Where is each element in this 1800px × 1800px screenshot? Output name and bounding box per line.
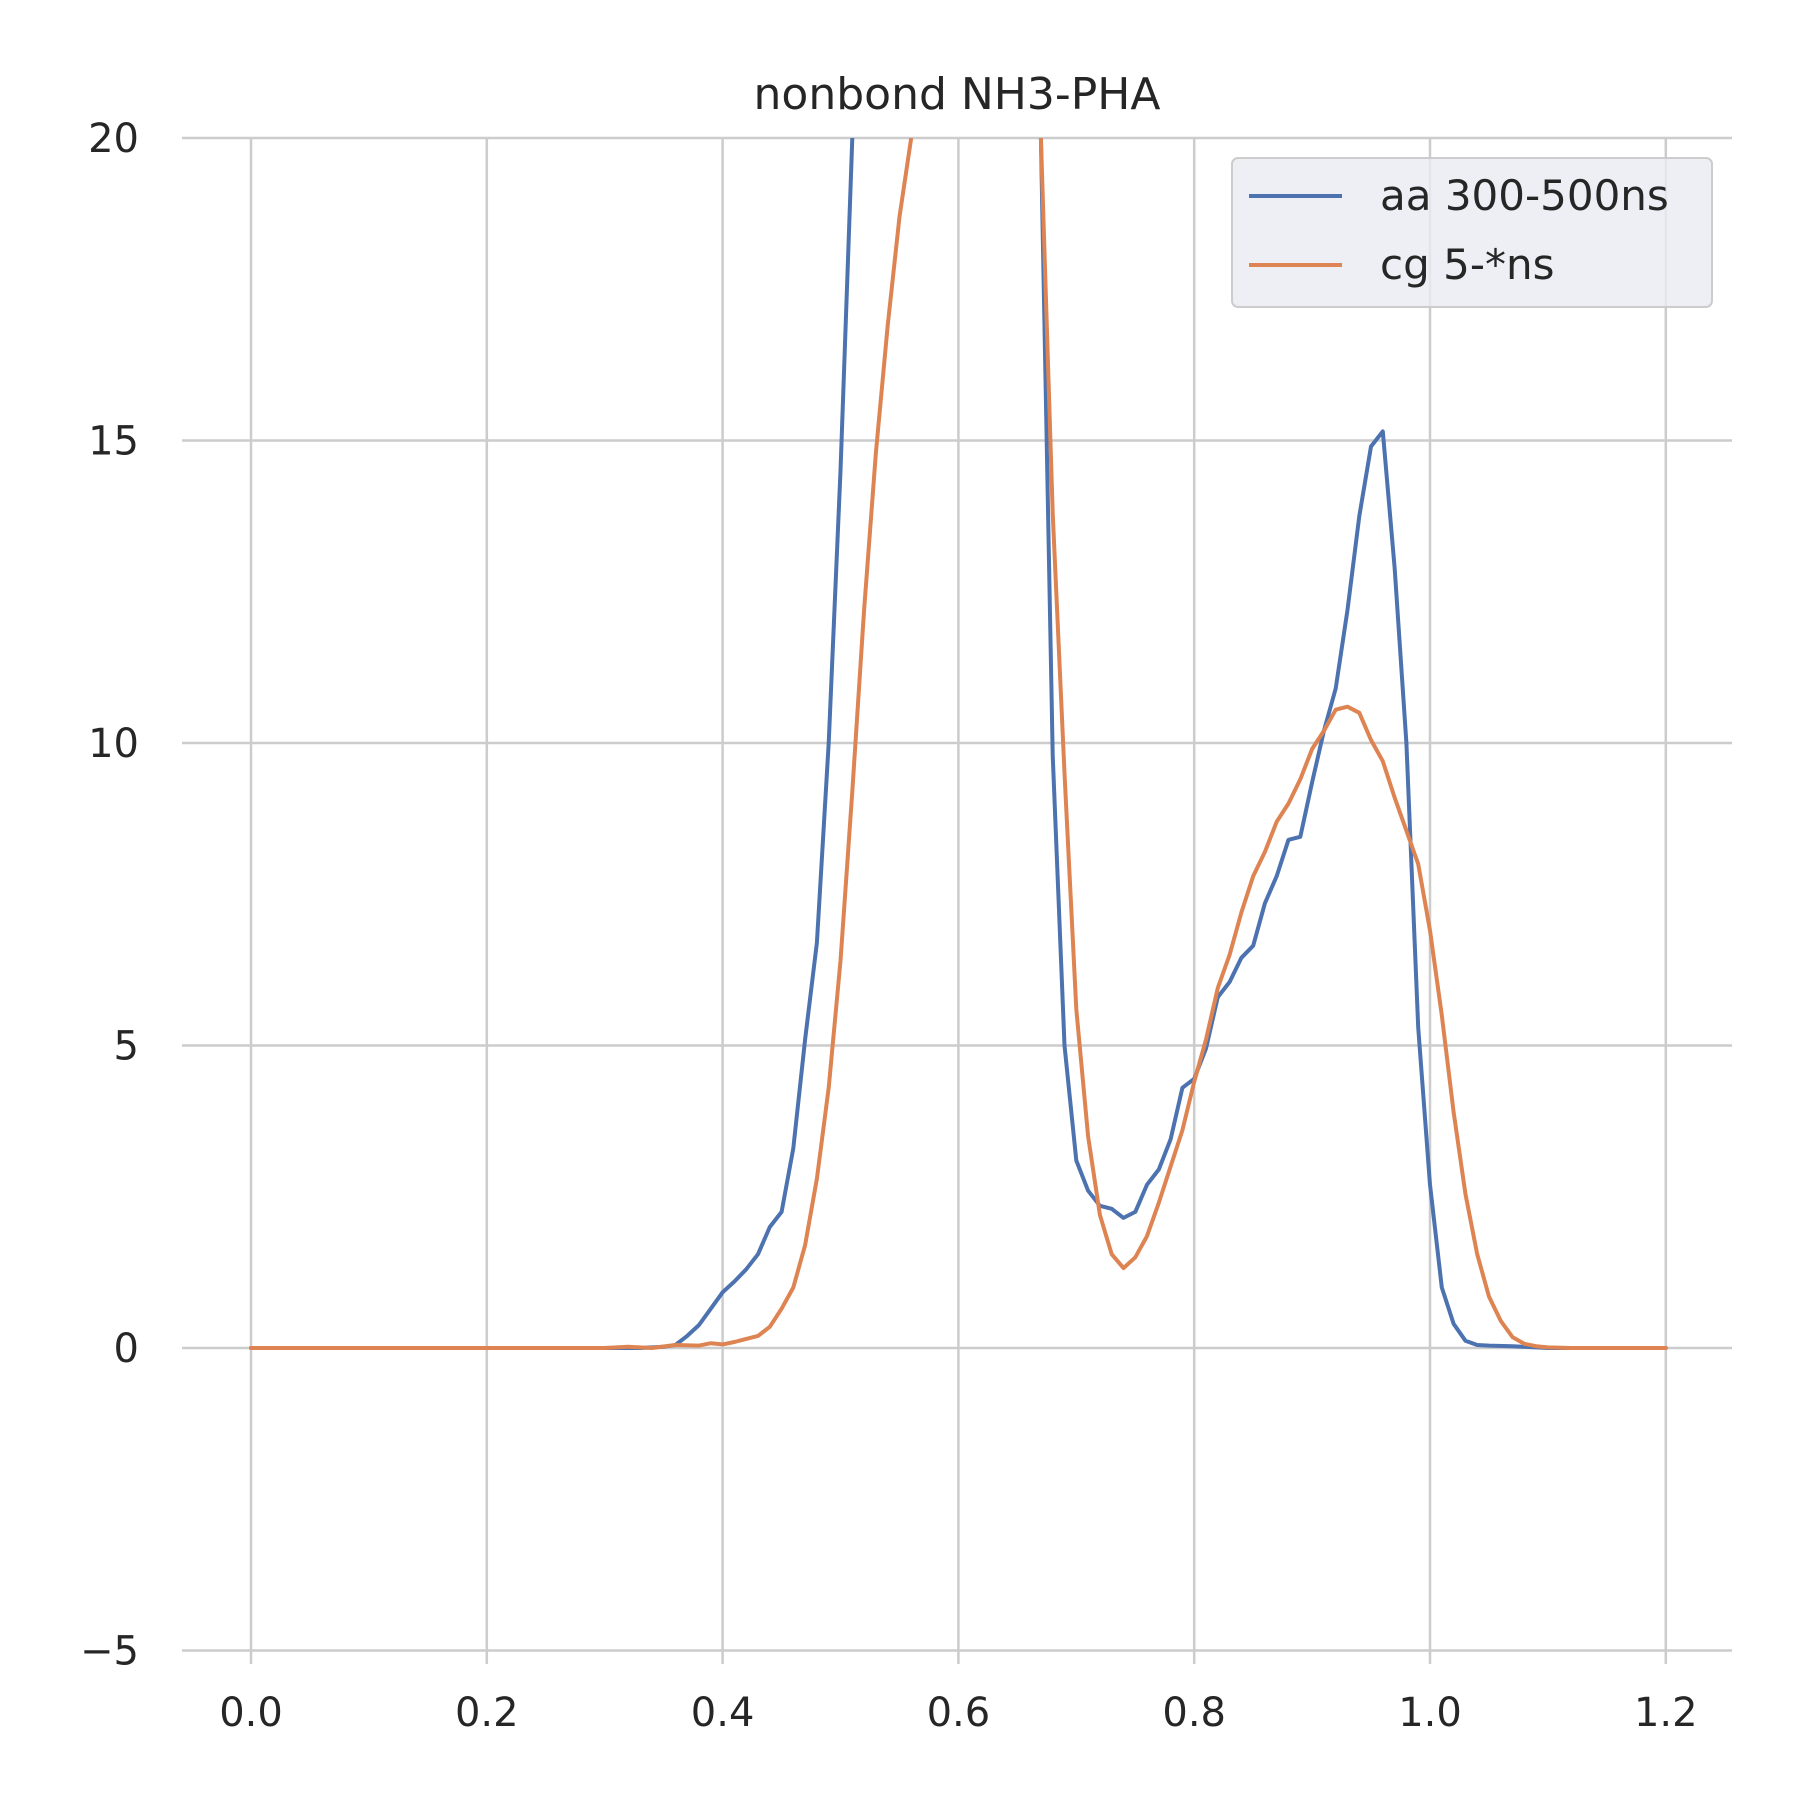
x-tick-label: 0.8 — [1162, 1690, 1226, 1736]
x-tick-label: 1.2 — [1634, 1690, 1698, 1736]
x-tick-label: 0.4 — [691, 1690, 755, 1736]
y-tick-label: 15 — [88, 419, 139, 465]
legend-label-cg: cg 5-*ns — [1380, 240, 1554, 289]
legend-box — [1231, 157, 1713, 308]
series-line-aa — [249, 138, 1668, 1350]
x-tick-label: 0.2 — [455, 1690, 519, 1736]
x-tick-label: 1.0 — [1398, 1690, 1462, 1736]
y-tick-label: 10 — [88, 721, 139, 767]
series-line-cg — [249, 138, 1668, 1350]
x-tick-label: 0.0 — [219, 1690, 283, 1736]
y-tick-label: 20 — [88, 116, 139, 162]
series-group — [249, 138, 1668, 1350]
y-tick-label: 5 — [114, 1024, 139, 1070]
grid — [182, 136, 1732, 1664]
x-tick-label: 0.6 — [927, 1690, 991, 1736]
legend: aa 300-500ns cg 5-*ns — [1231, 157, 1713, 308]
y-tick-label: −5 — [80, 1629, 139, 1675]
chart-title: nonbond NH3-PHA — [754, 69, 1161, 120]
tick-labels: 0.0 0.2 0.4 0.6 0.8 1.0 1.2 −5 0 5 10 15 20 — [80, 116, 1698, 1736]
y-tick-label: 0 — [114, 1326, 139, 1372]
legend-label-aa: aa 300-500ns — [1380, 171, 1669, 220]
